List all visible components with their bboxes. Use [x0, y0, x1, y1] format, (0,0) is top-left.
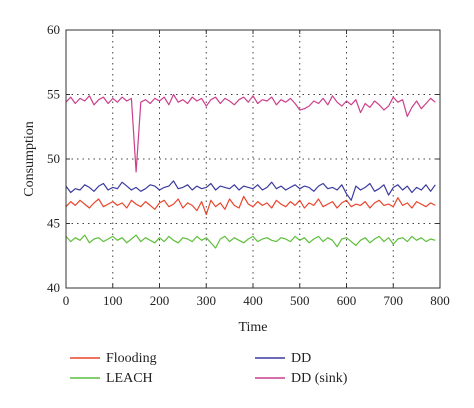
x-axis-title: Time: [238, 320, 267, 335]
legend-item-dd: DD: [255, 351, 311, 366]
x-tick-label-5: 500: [290, 293, 310, 308]
ticks: 0 100 200 300 400 500 600 700 800 40 45 50 55 60: [47, 22, 450, 308]
x-tick-label-4: 400: [243, 293, 263, 308]
legend-label-dd: DD: [291, 351, 311, 366]
x-tick-label-3: 300: [197, 293, 217, 308]
series-line-leach: [65, 234, 436, 249]
legend-label-flooding: Flooding: [106, 351, 157, 366]
y-tick-label-0: 40: [47, 280, 60, 295]
y-tick-label-2: 50: [47, 151, 60, 166]
series-line-flooding: [65, 195, 436, 216]
series-line-dd: [65, 180, 436, 201]
x-tick-label-2: 200: [150, 293, 170, 308]
legend: Flooding DD LEACH DD (sink): [70, 351, 348, 386]
y-tick-label-4: 60: [47, 22, 60, 37]
x-tick-label-1: 100: [103, 293, 123, 308]
legend-label-dd-sink: DD (sink): [291, 371, 348, 386]
x-tick-label-7: 700: [384, 293, 404, 308]
grid-lines: [66, 30, 440, 288]
y-tick-label-3: 55: [47, 87, 60, 102]
legend-item-dd-sink: DD (sink): [255, 371, 348, 386]
legend-item-leach: LEACH: [70, 371, 153, 386]
legend-item-flooding: Flooding: [70, 351, 157, 366]
legend-label-leach: LEACH: [106, 371, 153, 386]
series-line-dd-sink: [65, 93, 436, 173]
x-tick-label-0: 0: [63, 293, 70, 308]
y-axis-title: Consumption: [22, 121, 37, 196]
x-tick-label-6: 600: [337, 293, 357, 308]
series-layer: [65, 93, 436, 249]
y-tick-label-1: 45: [47, 216, 60, 231]
x-tick-label-8: 800: [430, 293, 450, 308]
